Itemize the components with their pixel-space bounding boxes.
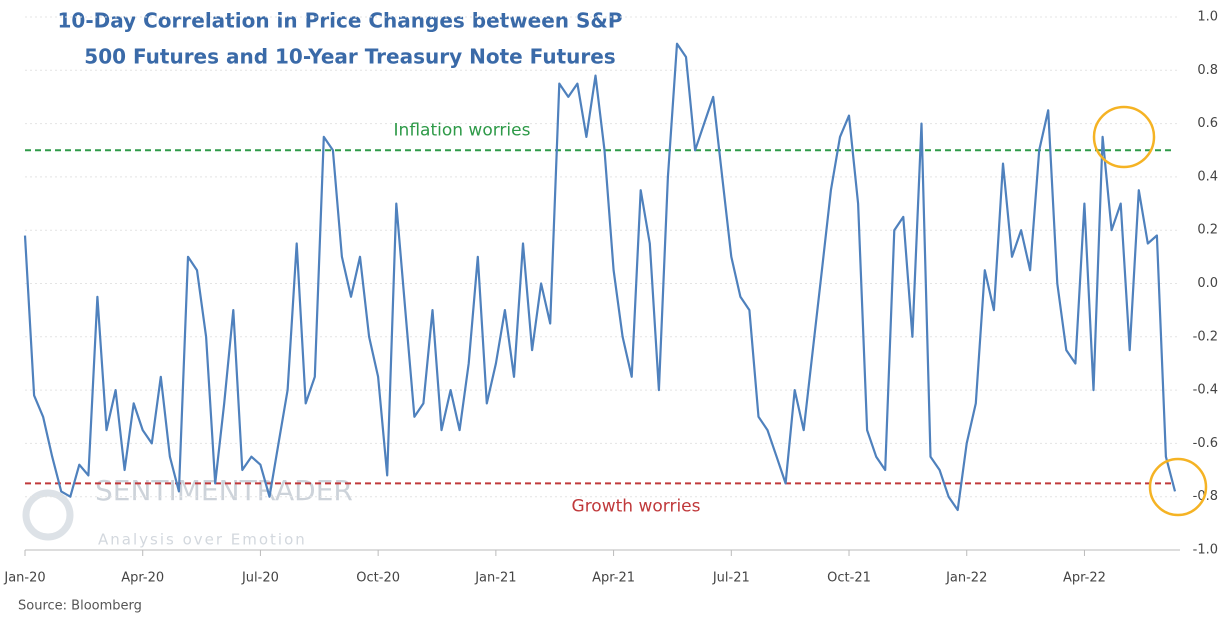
reference-label: Inflation worries	[394, 120, 531, 140]
chart-title: 10-Day Correlation in Price Changes betw…	[58, 9, 623, 33]
highlight-circle	[1148, 457, 1208, 517]
y-tick-label: 1.0	[1197, 10, 1218, 25]
source: Source: Bloomberg	[18, 599, 142, 614]
y-tick-label: -0.2	[1193, 329, 1218, 344]
y-tick-label: -1.0	[1193, 543, 1218, 558]
chart-title: 500 Futures and 10-Year Treasury Note Fu…	[84, 45, 615, 69]
reference-label: Growth worries	[572, 496, 701, 516]
x-tick-label: Jul-20	[241, 571, 279, 586]
x-tick-label: Oct-20	[356, 571, 400, 586]
y-tick-label: -0.4	[1193, 383, 1218, 398]
highlight-circle	[1092, 105, 1156, 169]
x-tick-label: Jan-20	[3, 571, 45, 586]
y-tick-label: 0.0	[1197, 276, 1218, 291]
y-tick-label: 0.8	[1197, 63, 1218, 78]
watermark: Analysis over Emotion	[98, 531, 307, 549]
x-tick-label: Jul-21	[712, 571, 750, 586]
x-tick-label: Jan-21	[474, 571, 516, 586]
y-tick-label: 0.2	[1197, 223, 1218, 238]
y-tick-label: 0.4	[1197, 169, 1218, 184]
x-tick-label: Apr-21	[592, 571, 635, 586]
x-tick-label: Oct-21	[827, 571, 871, 586]
x-tick-label: Apr-20	[121, 571, 164, 586]
y-tick-label: -0.6	[1193, 436, 1218, 451]
watermark-logo	[22, 489, 74, 541]
data-line	[23, 42, 1177, 512]
y-tick-label: 0.6	[1197, 116, 1218, 131]
watermark: SENTIMENTRADER	[95, 474, 353, 507]
x-tick-label: Jan-22	[945, 571, 987, 586]
x-tick-label: Apr-22	[1063, 571, 1106, 586]
